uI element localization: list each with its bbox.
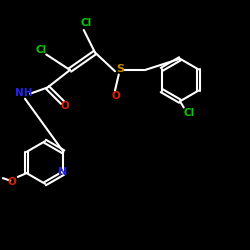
Text: NH: NH [15, 88, 32, 98]
Text: Cl: Cl [36, 45, 47, 55]
Text: Cl: Cl [183, 108, 194, 118]
Text: N: N [58, 167, 67, 177]
Text: S: S [116, 64, 124, 74]
Text: O: O [60, 101, 70, 111]
Text: O: O [112, 91, 120, 101]
Text: Cl: Cl [80, 18, 92, 28]
Text: O: O [7, 177, 16, 187]
